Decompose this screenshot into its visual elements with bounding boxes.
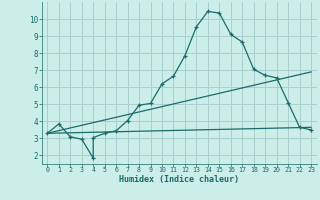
X-axis label: Humidex (Indice chaleur): Humidex (Indice chaleur) (119, 175, 239, 184)
